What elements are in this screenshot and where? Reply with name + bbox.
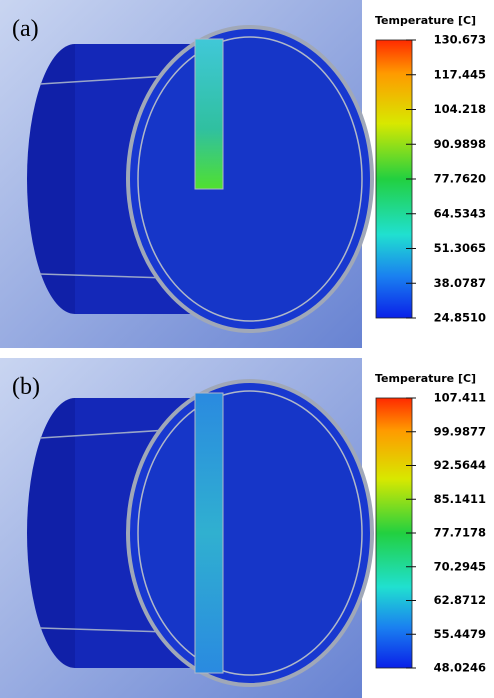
tick-label: 77.7620 bbox=[434, 172, 486, 186]
front-inner bbox=[137, 390, 363, 676]
panel: (b) Temperature [C] 107.411 99.9877 92.5644 8… bbox=[0, 358, 486, 698]
front-inner bbox=[137, 36, 363, 322]
tick-label: 24.8510 bbox=[434, 311, 486, 325]
tick-label: 48.0246 bbox=[434, 661, 486, 675]
tick-label: 107.411 bbox=[434, 391, 486, 405]
legend-title: Temperature [C] bbox=[375, 372, 476, 385]
tick-label: 77.7178 bbox=[434, 526, 486, 540]
tick-label: 99.9877 bbox=[434, 424, 486, 438]
tick-label: 117.445 bbox=[434, 67, 486, 81]
tick-label: 70.2945 bbox=[434, 559, 486, 573]
tick-label: 51.3065 bbox=[434, 241, 486, 255]
tick-label: 85.1411 bbox=[434, 492, 486, 506]
tick-label: 64.5343 bbox=[434, 206, 486, 220]
panel-label: (a) bbox=[12, 16, 39, 42]
tick-label: 62.8712 bbox=[434, 593, 486, 607]
legend-title: Temperature [C] bbox=[375, 14, 476, 27]
tick-label: 104.218 bbox=[434, 102, 486, 116]
tick-label: 38.0787 bbox=[434, 276, 486, 290]
baffle bbox=[194, 392, 224, 674]
tick-label: 90.9898 bbox=[434, 137, 486, 151]
panel-label: (b) bbox=[12, 374, 40, 400]
tick-label: 130.673 bbox=[434, 33, 486, 47]
tick-label: 55.4479 bbox=[434, 627, 486, 641]
tick-label: 92.5644 bbox=[434, 458, 486, 472]
baffle bbox=[194, 38, 224, 190]
panel: (a) Temperature [C] 130.673 117.445 104.218 9… bbox=[0, 0, 486, 348]
